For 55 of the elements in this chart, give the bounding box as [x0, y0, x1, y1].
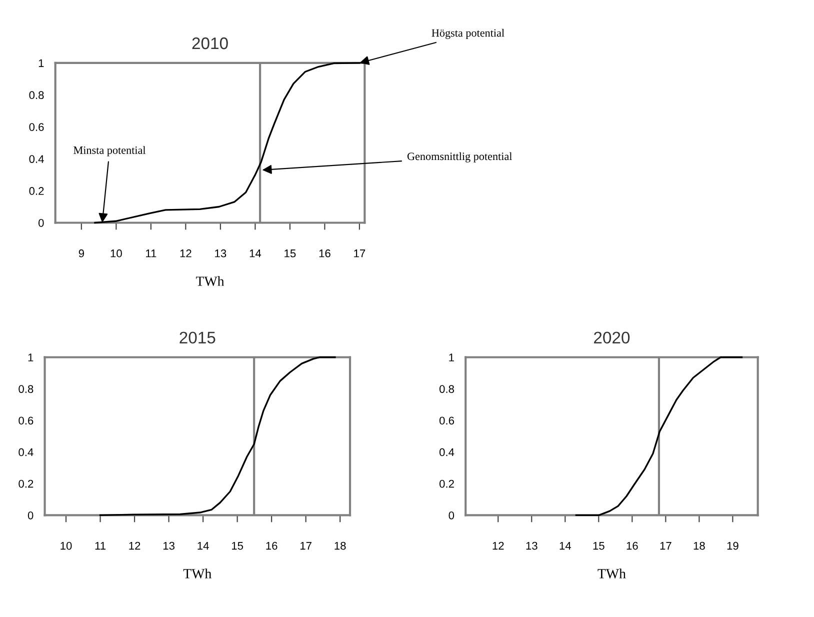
x-axis-title: TWh	[598, 568, 626, 578]
y-tick-label: 1	[38, 59, 44, 67]
x-tick-label: 18	[694, 542, 705, 550]
x-tick-label: 15	[593, 542, 604, 550]
x-tick-label: 10	[110, 249, 122, 258]
x-tick-label: 16	[319, 249, 330, 258]
annotation: Minsta potential	[74, 146, 146, 156]
line-series	[99, 356, 336, 516]
y-tick-label: 1	[28, 354, 34, 362]
x-tick-label: 12	[180, 249, 192, 258]
y-tick-label: 0.8	[439, 385, 454, 393]
y-tick-label: 0	[448, 511, 454, 520]
y-tick-label: 0.4	[439, 448, 454, 456]
x-tick-label: 13	[526, 542, 538, 550]
chart-title: 2015	[180, 332, 216, 344]
y-tick-label: 0.8	[29, 91, 44, 100]
y-tick-label: 0.2	[18, 480, 34, 488]
x-axis-title: TWh	[183, 568, 212, 578]
x-tick-label: 12	[492, 542, 504, 550]
annotation: Genomsnittlig potential	[407, 152, 512, 162]
x-tick-label: 12	[129, 542, 140, 550]
x-tick-label: 10	[60, 542, 72, 550]
x-tick-label: 14	[198, 542, 209, 550]
y-tick-label: 0.2	[439, 480, 454, 488]
y-tick-label: 1	[449, 354, 454, 362]
y-tick-label: 0	[38, 219, 44, 227]
y-tick-label: 0.6	[29, 123, 44, 131]
x-tick-label: 17	[300, 542, 312, 550]
x-tick-label: 11	[146, 250, 156, 258]
x-tick-label: 15	[284, 250, 296, 258]
x-axis-title: TWh	[196, 276, 224, 286]
x-tick-label: 13	[215, 249, 226, 258]
annotation: Högsta potential	[432, 28, 504, 39]
x-tick-label: 14	[560, 542, 571, 550]
x-tick-label: 15	[232, 542, 244, 550]
x-tick-label: 13	[163, 542, 174, 550]
y-tick-label: 0.2	[29, 187, 44, 195]
chart-title: 2010	[192, 37, 228, 50]
x-tick-label: 14	[250, 250, 262, 258]
y-tick-label: 0.4	[18, 448, 34, 456]
x-tick-label: 16	[626, 542, 638, 550]
x-tick-label: 11	[95, 542, 106, 550]
x-tick-label: 19	[727, 542, 738, 550]
y-tick-label: 0.6	[439, 416, 454, 425]
x-tick-label: 18	[334, 542, 346, 550]
x-tick-label: 16	[266, 542, 278, 550]
x-tick-label: 9	[78, 249, 84, 258]
line-series	[575, 356, 743, 516]
x-tick-label: 17	[660, 542, 672, 550]
y-tick-label: 0	[28, 511, 34, 520]
y-tick-label: 0.6	[18, 416, 34, 425]
chart-title: 2020	[594, 332, 630, 344]
y-tick-label: 0.8	[18, 385, 34, 393]
x-tick-label: 17	[354, 250, 366, 258]
y-tick-label: 0.4	[29, 155, 44, 163]
